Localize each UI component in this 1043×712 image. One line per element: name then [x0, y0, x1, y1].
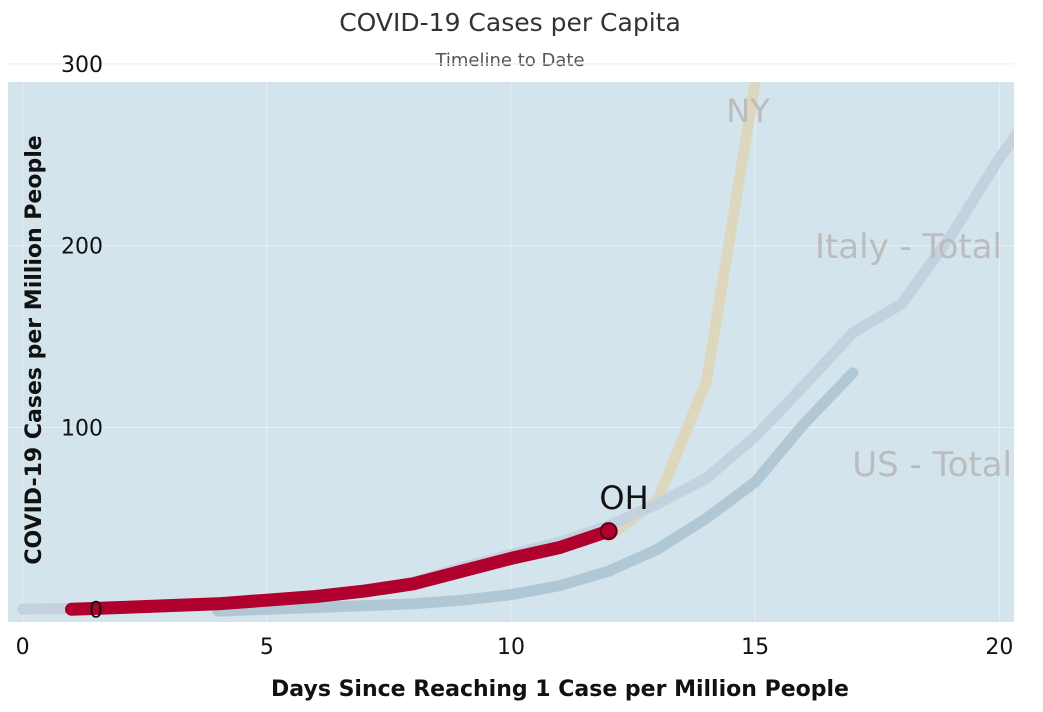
chart-subtitle: Timeline to Date: [435, 50, 585, 71]
y-tick-label: 0: [89, 598, 103, 623]
y-tick-label: 300: [61, 53, 103, 78]
series-line-2: [212, 367, 859, 617]
y-axis-label: COVID-19 Cases per Million People: [22, 135, 47, 564]
y-tick-label: 200: [61, 235, 103, 260]
x-axis-label: Days Since Reaching 1 Case per Million P…: [271, 677, 849, 702]
series-label: US - Total: [852, 445, 1012, 485]
series-line-3: [65, 524, 616, 616]
x-tick-label: 0: [16, 635, 30, 660]
series-labels: NY Italy - Total US - Total OH: [599, 92, 1012, 517]
x-tick-label: 10: [497, 635, 525, 660]
y-axis-ticks: 0 100 200 300: [61, 53, 103, 623]
grid-lines: [8, 63, 1014, 622]
x-axis-ticks: 0 5 10 15 20: [16, 635, 1014, 660]
x-tick-label: 5: [260, 635, 274, 660]
chart-title: COVID-19 Cases per Capita: [339, 8, 681, 37]
series-lines: [17, 82, 1014, 617]
x-tick-label: 15: [741, 635, 769, 660]
series-label: NY: [726, 92, 770, 130]
y-tick-label: 100: [61, 416, 103, 441]
oh-endpoint-marker: [599, 522, 618, 541]
series-label: OH: [599, 479, 648, 517]
x-tick-label: 20: [985, 635, 1013, 660]
series-label: Italy - Total: [815, 227, 1002, 267]
